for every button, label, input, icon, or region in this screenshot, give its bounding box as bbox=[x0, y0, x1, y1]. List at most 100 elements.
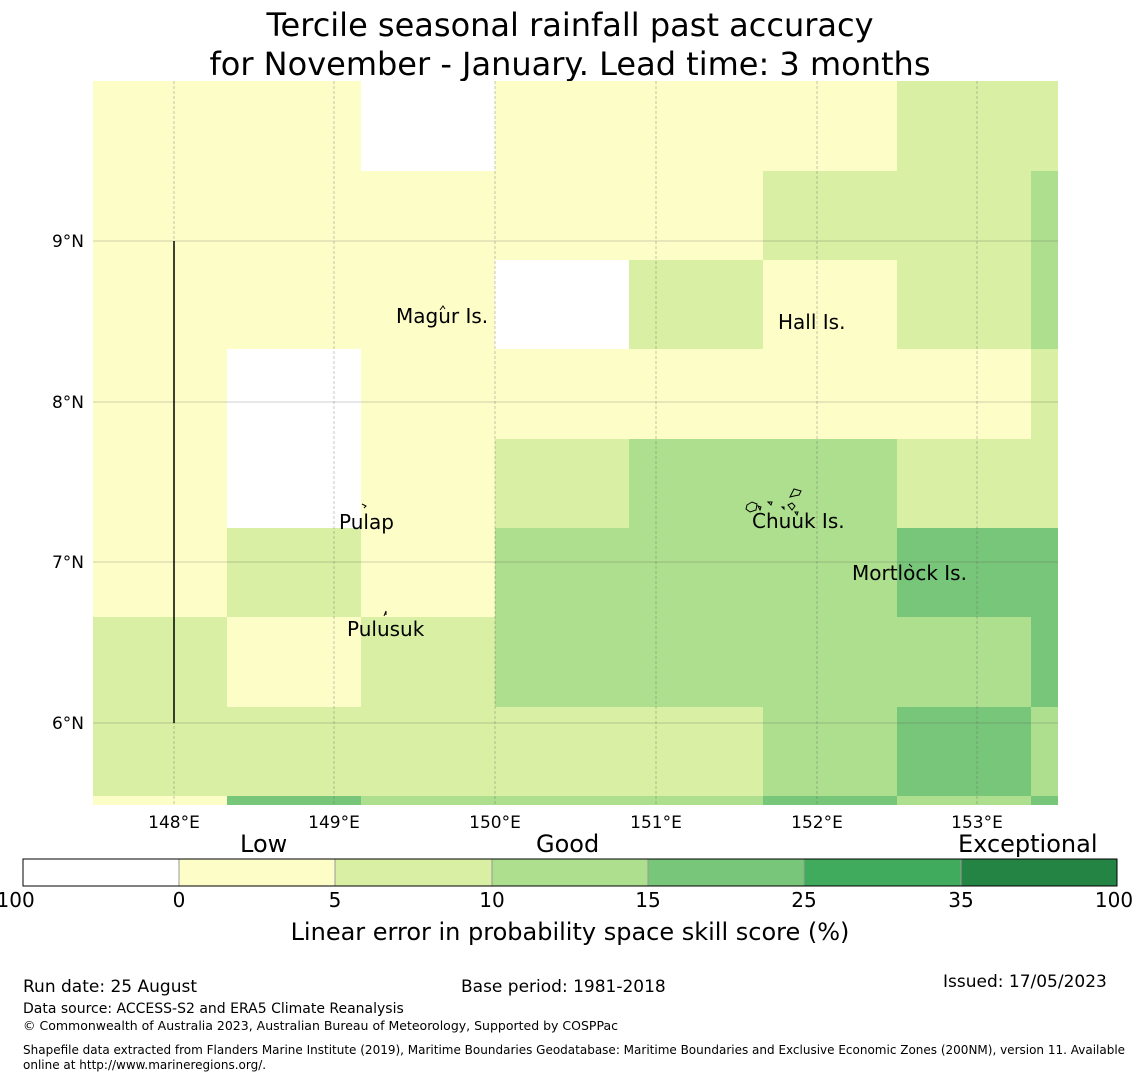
lon-tick-label: 150°E bbox=[469, 813, 521, 833]
colorbar-segment bbox=[804, 859, 961, 886]
chuuk-island-shape bbox=[794, 511, 799, 517]
colorbar-segment bbox=[648, 859, 804, 886]
grid-cell bbox=[495, 528, 897, 617]
lat-tick-label: 6°N bbox=[52, 714, 84, 734]
grid-cell bbox=[1031, 260, 1058, 349]
grid-cell bbox=[1031, 171, 1058, 260]
place-label-pulap: Pulap bbox=[339, 510, 394, 534]
colorbar-frame bbox=[22, 858, 1118, 887]
grid-cell bbox=[897, 528, 1058, 617]
lon-tick-label: 149°E bbox=[308, 813, 360, 833]
grid-cell bbox=[1031, 349, 1058, 439]
colorbar-segment bbox=[179, 859, 335, 886]
place-label-pulusuk: Pulusuk bbox=[347, 617, 425, 641]
grid-cell bbox=[763, 796, 897, 805]
map-title-line-1: Tercile seasonal rainfall past accuracy bbox=[266, 6, 874, 44]
grid-cell bbox=[227, 349, 361, 439]
chuuk-island-shape bbox=[757, 505, 762, 512]
lon-tick-label: 153°E bbox=[951, 813, 1003, 833]
grid-cell bbox=[93, 707, 763, 796]
issued-date-text: Issued: 17/05/2023 bbox=[943, 972, 1107, 992]
grid-cell bbox=[629, 439, 897, 528]
grid-cell bbox=[495, 617, 1031, 707]
colorbar-tick-label: -100 bbox=[0, 888, 35, 912]
lon-tick-label: 152°E bbox=[791, 813, 843, 833]
grid-cell bbox=[763, 260, 897, 349]
shapefile-credit-line-2: online at http://www.marineregions.org/. bbox=[23, 1058, 267, 1072]
copyright-text: © Commonwealth of Australia 2023, Austra… bbox=[23, 1018, 618, 1033]
island-outlines bbox=[361, 305, 913, 617]
grid-cell bbox=[93, 528, 227, 617]
grid-cell bbox=[93, 617, 227, 707]
colorbar-category-low: Low bbox=[240, 830, 288, 858]
chuuk-island-shape bbox=[789, 488, 802, 498]
skill-map: Magur Is. Hall Is. Pulap Chuuk Is. Mortl… bbox=[22, 81, 1118, 887]
lat-tick-label: 9°N bbox=[52, 232, 84, 252]
grid-cell bbox=[227, 439, 361, 528]
grid-cell bbox=[361, 796, 763, 805]
grid-cell bbox=[93, 796, 227, 805]
grid-cell bbox=[227, 617, 361, 707]
grid-cell bbox=[1031, 617, 1058, 707]
grid-cell bbox=[93, 260, 495, 349]
colorbar bbox=[22, 858, 1118, 887]
grid-cell bbox=[897, 439, 1058, 528]
colorbar-segment bbox=[23, 859, 179, 886]
lat-tick-label: 7°N bbox=[52, 553, 84, 573]
place-label-chuuk: Chuuk Is. bbox=[752, 509, 845, 533]
mortlock-island-shape bbox=[908, 563, 913, 568]
colorbar-segment bbox=[335, 859, 492, 886]
place-label-magur: Magur Is. bbox=[396, 304, 488, 328]
grid-cell bbox=[897, 707, 1031, 796]
pulusuk-island-shape bbox=[383, 610, 387, 617]
colorbar-tick-label: 35 bbox=[948, 888, 974, 912]
grid-cell bbox=[897, 260, 1031, 349]
pulap-island-shape bbox=[361, 503, 367, 509]
colorbar-tick-label: 5 bbox=[328, 888, 342, 912]
colorbar-segment bbox=[492, 859, 648, 886]
grid-cell bbox=[495, 439, 629, 528]
chuuk-island-shape bbox=[780, 506, 785, 511]
base-period-text: Base period: 1981-2018 bbox=[461, 977, 666, 997]
grid-cell bbox=[897, 796, 1031, 805]
run-date-text: Run date: 25 August bbox=[23, 977, 197, 997]
colorbar-category-exceptional: Exceptional bbox=[958, 830, 1098, 858]
lat-tick-label: 8°N bbox=[52, 393, 84, 413]
colorbar-tick-label: 10 bbox=[479, 888, 505, 912]
grid-cell bbox=[361, 349, 1031, 439]
data-source-text: Data source: ACCESS-S2 and ERA5 Climate … bbox=[23, 1001, 404, 1017]
grid-cell bbox=[763, 707, 897, 796]
colorbar-tick-label: 100 bbox=[1094, 888, 1134, 912]
grid-cell bbox=[93, 439, 227, 528]
lon-tick-label: 151°E bbox=[630, 813, 682, 833]
grid-cell bbox=[495, 81, 897, 171]
place-label-hall: Hall Is. bbox=[778, 310, 845, 334]
grid-cell bbox=[93, 81, 361, 171]
grid-cell bbox=[93, 349, 227, 439]
grid-cell bbox=[361, 617, 495, 707]
colorbar-tick-label: 25 bbox=[791, 888, 817, 912]
grid-cell bbox=[227, 796, 361, 805]
chuuk-island-shape bbox=[745, 501, 758, 513]
colorbar-category-good: Good bbox=[536, 830, 600, 858]
colorbar-axis-label: Linear error in probability space skill … bbox=[290, 918, 850, 946]
grid-cell bbox=[495, 260, 629, 349]
shapefile-credit-line-1: Shapefile data extracted from Flanders M… bbox=[23, 1043, 1126, 1057]
grid-cell bbox=[361, 439, 495, 528]
grid-cell bbox=[361, 81, 495, 171]
grid-cell bbox=[1031, 707, 1058, 796]
grid-cell bbox=[629, 260, 763, 349]
grid-cell bbox=[763, 171, 1031, 260]
grid-cell bbox=[361, 528, 495, 617]
colorbar-segment bbox=[961, 859, 1117, 886]
colorbar-tick-label: 15 bbox=[635, 888, 661, 912]
grid-cell bbox=[93, 171, 763, 260]
skill-grid bbox=[93, 81, 1058, 805]
lon-tick-label: 148°E bbox=[148, 813, 200, 833]
map-title-line-2: for November - January. Lead time: 3 mon… bbox=[209, 45, 931, 83]
grid-cell bbox=[227, 528, 361, 617]
place-label-mortlock: Mortlock Is. bbox=[852, 561, 967, 585]
magur-island-shape bbox=[439, 305, 446, 311]
colorbar-tick-label: 0 bbox=[172, 888, 186, 912]
grid-cell bbox=[1031, 796, 1058, 805]
